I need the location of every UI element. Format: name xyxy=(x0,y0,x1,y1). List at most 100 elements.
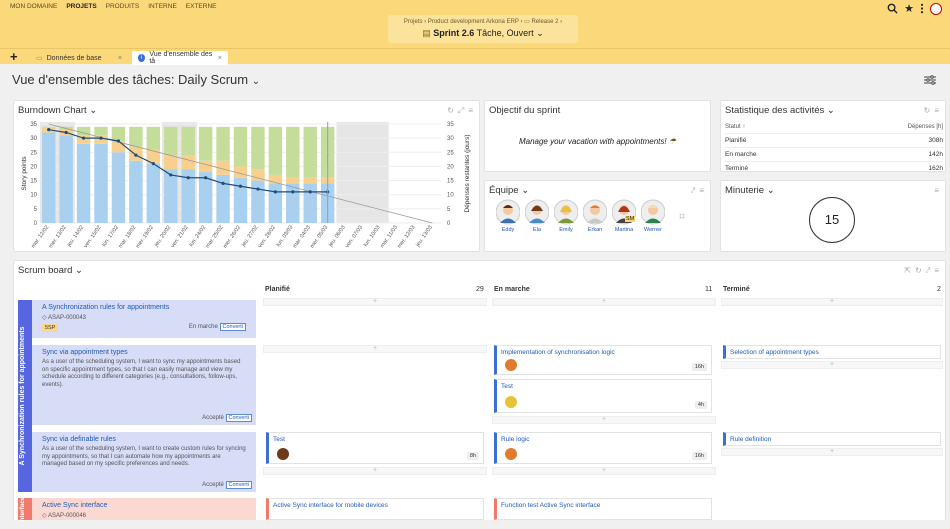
add-card-button[interactable]: + xyxy=(263,298,487,306)
task-title[interactable]: Rule definition xyxy=(730,436,772,443)
task-title[interactable]: Implementation of synchronisation logic xyxy=(501,349,615,356)
star-icon[interactable]: ★ xyxy=(904,3,914,15)
story-title[interactable]: Sync via definable rules xyxy=(42,436,116,443)
story-card[interactable]: Sync via definable rules As a user of th… xyxy=(32,432,256,492)
settings-icon[interactable]: ≡ xyxy=(934,266,939,275)
task-title[interactable]: Active Sync interface for mobile devices xyxy=(273,502,388,509)
column-count-done: 2 xyxy=(937,286,941,293)
y-tick-label: 5 xyxy=(34,207,38,213)
diamond-icon: ◇ xyxy=(42,315,47,321)
expand-icon[interactable]: ⤢ xyxy=(457,106,465,115)
story-title[interactable]: A Synchronization rules for appointments xyxy=(42,304,170,311)
chevron-down-icon: ⌄ xyxy=(826,105,835,116)
add-tab-button[interactable]: + xyxy=(10,49,18,64)
chevron-down-icon: ⌄ xyxy=(766,185,775,196)
add-card-button[interactable]: + xyxy=(263,467,487,475)
settings-icon[interactable]: ≡ xyxy=(934,106,939,115)
x-tick-label: mer. 26/02 xyxy=(222,225,242,250)
add-card-button[interactable]: + xyxy=(721,361,943,369)
add-card-button[interactable]: + xyxy=(492,298,716,306)
task-card[interactable]: Implementation of synchronisation logic … xyxy=(494,345,712,375)
story-title[interactable]: Active Sync interface xyxy=(42,502,108,509)
member-emily[interactable]: Emily xyxy=(553,199,579,233)
member-werner[interactable]: Werner xyxy=(640,199,666,233)
member-ela[interactable]: Ela xyxy=(524,199,550,233)
chevron-down-icon[interactable]: ⌄ xyxy=(251,76,261,87)
nav-my-domain[interactable]: MON DOMAINE xyxy=(10,3,58,10)
settings-icon[interactable]: ≡ xyxy=(934,186,939,195)
task-card[interactable]: Rule logic 16h xyxy=(494,432,712,464)
external-link-icon[interactable]: ⤤ xyxy=(690,186,696,195)
sprint-selector[interactable]: ▤ Sprint 2.6 Tâche, Ouvert ⌄ xyxy=(388,28,578,39)
timer-title[interactable]: Minuterie ⌄ xyxy=(725,185,775,196)
add-card-button[interactable]: + xyxy=(492,467,716,475)
bar-planifié xyxy=(268,126,283,175)
task-card[interactable]: Function test Active Sync interface xyxy=(494,498,712,520)
task-card[interactable]: Test 4h xyxy=(494,379,712,413)
external-link-icon[interactable]: ⤤ xyxy=(925,266,931,275)
task-title[interactable]: Test xyxy=(273,436,285,443)
scrum-board-title[interactable]: Scrum board ⌄ xyxy=(18,265,83,276)
team-network-icon[interactable]: ⌗ xyxy=(679,211,686,223)
timer-display[interactable]: 15 xyxy=(809,197,855,243)
task-card[interactable]: Test 8h xyxy=(266,432,484,464)
add-card-button[interactable]: + xyxy=(721,448,943,456)
search-icon[interactable] xyxy=(887,3,898,14)
refresh-icon[interactable]: ↻ xyxy=(447,106,454,115)
context-selector[interactable]: Projets › Product development Arkona ERP… xyxy=(388,15,578,43)
assignee-avatar-icon xyxy=(505,396,517,408)
bar-planifié xyxy=(164,126,178,156)
epic-bar[interactable] xyxy=(18,300,32,492)
bar-planifié xyxy=(146,126,161,150)
export-icon[interactable]: ⇱ xyxy=(904,266,912,275)
nav-internal[interactable]: INTERNE xyxy=(148,3,177,10)
status-badge: Converti xyxy=(219,323,246,331)
close-icon[interactable]: × xyxy=(217,54,222,62)
burndown-title[interactable]: Burndown Chart ⌄ xyxy=(18,105,98,116)
bar-en-marche xyxy=(198,160,213,173)
member-erkan[interactable]: Erkan xyxy=(582,199,608,233)
tab-master-data[interactable]: ▭ Données de base × xyxy=(30,51,128,65)
member-martina[interactable]: SM Martina xyxy=(611,199,637,233)
refresh-icon[interactable]: ↻ xyxy=(915,266,922,275)
nav-products[interactable]: PRODUITS xyxy=(105,3,140,10)
column-expenses[interactable]: Dépenses [h] xyxy=(907,124,943,130)
avatar[interactable] xyxy=(930,2,942,15)
story-card[interactable]: Active Sync interface ◇ ASAP-000046 xyxy=(32,498,256,520)
close-icon[interactable]: × xyxy=(117,54,122,62)
add-card-button[interactable]: + xyxy=(721,298,943,306)
column-status[interactable]: Statut ↑ xyxy=(725,124,746,130)
column-header-planned: Planifié xyxy=(265,286,290,293)
bar-terminé xyxy=(181,169,195,223)
story-card[interactable]: Sync via appointment types As a user of … xyxy=(32,345,256,425)
bar-en-marche xyxy=(268,174,283,184)
settings-icon[interactable]: ≡ xyxy=(468,106,473,115)
nav-external[interactable]: EXTERNE xyxy=(185,3,217,10)
stats-title[interactable]: Statistique des activités ⌄ xyxy=(725,105,835,116)
task-card[interactable]: Rule definition xyxy=(723,432,941,446)
add-card-button[interactable]: + xyxy=(263,345,487,353)
bar-en-marche xyxy=(286,177,300,184)
task-title[interactable]: Test xyxy=(501,383,513,390)
task-card[interactable]: Selection of appointment types xyxy=(723,345,941,359)
story-title[interactable]: Sync via appointment types xyxy=(42,349,128,356)
nav-projects[interactable]: PROJETS xyxy=(66,3,97,10)
epic-bar[interactable] xyxy=(18,498,32,520)
settings-icon[interactable]: ≡ xyxy=(699,186,704,195)
add-card-button[interactable]: + xyxy=(492,416,716,424)
tab-task-overview[interactable]: i Vue d'ensemble des tâ × xyxy=(132,51,228,65)
task-card[interactable]: Active Sync interface for mobile devices xyxy=(266,498,484,520)
task-title[interactable]: Function test Active Sync interface xyxy=(501,502,601,509)
remaining-point xyxy=(99,136,103,140)
avatar-icon xyxy=(495,199,521,225)
more-icon[interactable] xyxy=(920,3,924,14)
settings-sliders-icon[interactable] xyxy=(924,75,936,85)
member-name: Martina xyxy=(614,227,634,233)
refresh-icon[interactable]: ↻ xyxy=(923,106,931,115)
story-card[interactable]: A Synchronization rules for appointments… xyxy=(32,300,256,338)
chevron-down-icon: ⌄ xyxy=(75,265,83,276)
task-title[interactable]: Selection of appointment types xyxy=(730,349,819,356)
team-title[interactable]: Équipe ⌄ xyxy=(489,185,530,196)
task-title[interactable]: Rule logic xyxy=(501,436,530,443)
member-eddy[interactable]: Eddy xyxy=(495,199,521,233)
